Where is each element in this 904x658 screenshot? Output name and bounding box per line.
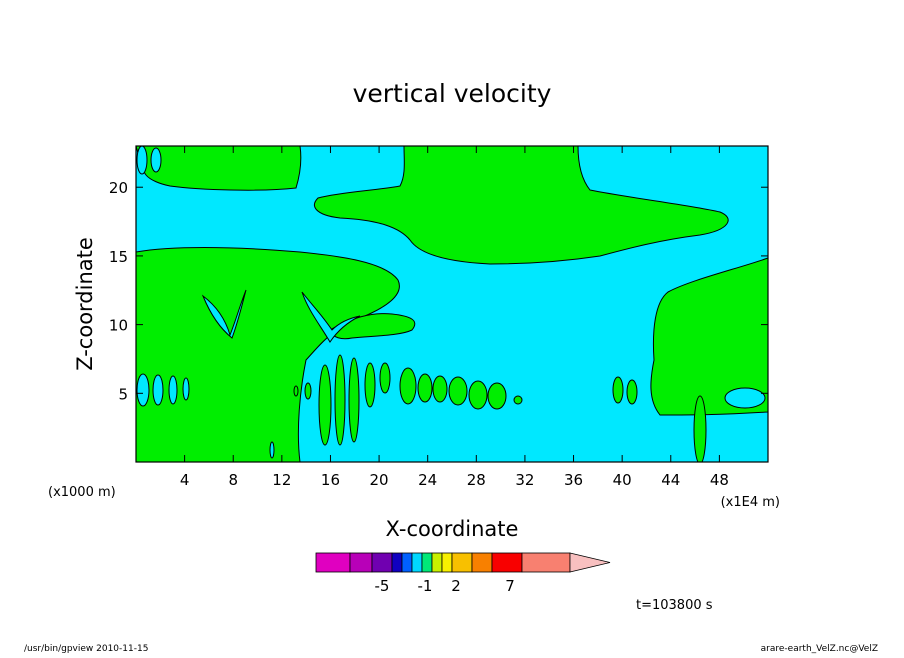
colorbar-segment: [371, 552, 393, 573]
positive-blob: [318, 364, 332, 446]
positive-blob: [626, 379, 638, 405]
colorbar-segment: [401, 552, 413, 573]
positive-blob: [348, 357, 360, 443]
colorbar-segment: [421, 552, 433, 573]
y-axis-label: Z-coordinate: [73, 237, 97, 371]
colorbar-segment: [451, 552, 473, 573]
x-tick-label: 48: [710, 471, 729, 489]
negative-blob: [182, 377, 190, 401]
x-unit-left: (x1000 m): [48, 485, 116, 500]
negative-blob: [136, 373, 150, 407]
colorbar-segment: [391, 552, 403, 573]
positive-blob: [693, 395, 707, 462]
colorbar-segment: [431, 552, 443, 573]
colorbar-segment: [441, 552, 453, 573]
positive-blob: [304, 382, 312, 400]
colorbar-segment: [491, 552, 523, 573]
positive-region: [136, 247, 400, 462]
positive-region: [314, 146, 729, 265]
y-tick-label: 5: [118, 385, 128, 403]
positive-blob: [334, 354, 346, 446]
time-label: t=103800 s: [636, 598, 713, 613]
negative-blob: [136, 146, 148, 175]
negative-blob: [168, 375, 178, 405]
colorbar-segment: [349, 552, 373, 573]
x-tick-label: 12: [272, 471, 291, 489]
footer-right: arare-earth_VelZ.nc@VelZ: [761, 644, 878, 654]
y-tick-label: 20: [109, 179, 128, 197]
positive-blob: [399, 367, 417, 405]
positive-blob: [417, 373, 433, 403]
x-tick-label: 32: [515, 471, 534, 489]
positive-blob: [293, 385, 299, 397]
negative-blob: [152, 374, 164, 406]
y-tick-label: 10: [109, 317, 128, 335]
footer-left: /usr/bin/gpview 2010-11-15: [24, 644, 148, 654]
x-axis-label: X-coordinate: [386, 517, 519, 541]
x-tick-label: 8: [228, 471, 238, 489]
x-tick-label: 20: [370, 471, 389, 489]
positive-blob: [364, 362, 376, 408]
negative-v-feature: [301, 291, 361, 343]
positive-blob: [468, 380, 488, 410]
colorbar: [315, 552, 611, 573]
positive-blob: [448, 376, 468, 406]
colorbar-segment: [315, 552, 351, 573]
colorbar-label: 2: [451, 577, 461, 595]
x-tick-label: 44: [661, 471, 680, 489]
x-ticks: 4 8 12 16 20 24 28 32 36 40 44 48: [180, 146, 729, 489]
colorbar-label: -1: [418, 577, 433, 595]
negative-blob: [150, 147, 162, 173]
x-tick-label: 28: [467, 471, 486, 489]
negative-v-feature: [201, 289, 247, 339]
positive-blob: [513, 395, 523, 405]
y-tick-label: 15: [109, 248, 128, 266]
colorbar-segment: [411, 552, 423, 573]
x-tick-label: 24: [418, 471, 437, 489]
x-unit-right: (x1E4 m): [721, 495, 780, 510]
colorbar-segment: [471, 552, 493, 573]
positive-blob: [487, 382, 507, 410]
colorbar-label: 7: [505, 577, 515, 595]
x-tick-label: 16: [321, 471, 340, 489]
colorbar-labels: -5 -1 2 7: [375, 577, 515, 595]
positive-blob: [379, 362, 391, 394]
positive-regions: [136, 146, 768, 462]
negative-blob: [269, 441, 275, 459]
plot-frame: [135, 145, 769, 463]
colorbar-arrow: [569, 552, 611, 573]
positive-blob: [432, 375, 448, 403]
colorbar-label: -5: [375, 577, 390, 595]
x-tick-label: 4: [180, 471, 190, 489]
positive-region: [136, 146, 302, 191]
x-tick-label: 40: [613, 471, 632, 489]
positive-blob: [612, 376, 624, 404]
chart-title: vertical velocity: [353, 79, 552, 108]
y-ticks: 5 10 15 20: [109, 179, 768, 403]
negative-blob: [724, 387, 766, 409]
colorbar-segment: [521, 552, 571, 573]
negative-regions: [136, 146, 766, 459]
x-tick-label: 36: [564, 471, 583, 489]
